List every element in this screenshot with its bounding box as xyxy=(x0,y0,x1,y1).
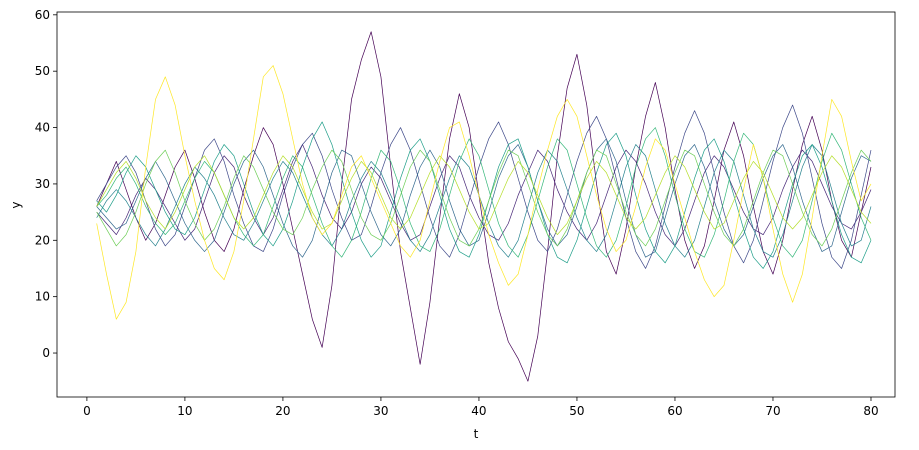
plot-lines xyxy=(96,31,872,382)
x-tick-label: 50 xyxy=(569,404,584,418)
series-line xyxy=(96,31,872,382)
y-tick-label: 60 xyxy=(35,8,50,22)
axes-frame xyxy=(56,11,896,398)
series-line xyxy=(96,155,872,236)
series-line xyxy=(96,138,872,258)
y-tick-label: 20 xyxy=(35,233,50,247)
series-line xyxy=(96,121,872,269)
y-tick-label: 40 xyxy=(35,121,50,135)
x-tick-label: 80 xyxy=(863,404,878,418)
series-line xyxy=(96,144,872,258)
x-axis-label: t xyxy=(474,427,479,441)
y-tick-label: 30 xyxy=(35,177,50,191)
y-axis-label: y xyxy=(9,201,23,208)
y-tick-label: 10 xyxy=(35,290,50,304)
x-tick-label: 0 xyxy=(83,404,91,418)
series-line xyxy=(96,65,872,320)
x-tick-label: 70 xyxy=(765,404,780,418)
series-line xyxy=(96,104,872,269)
y-tick-label: 0 xyxy=(42,346,50,360)
y-tick-label: 50 xyxy=(35,64,50,78)
x-tick-label: 30 xyxy=(373,404,388,418)
x-tick-label: 10 xyxy=(177,404,192,418)
x-tick-label: 40 xyxy=(471,404,486,418)
x-tick-label: 20 xyxy=(275,404,290,418)
x-tick-label: 60 xyxy=(667,404,682,418)
